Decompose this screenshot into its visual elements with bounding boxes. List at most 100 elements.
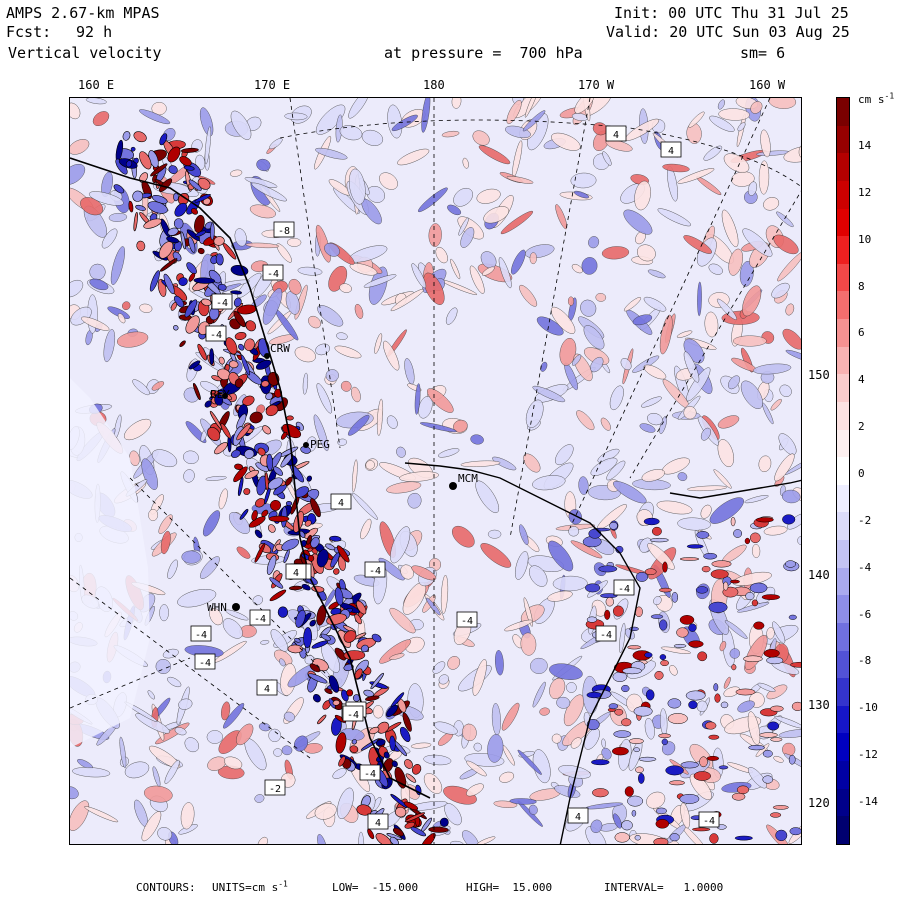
- valid-time: Valid: 20 UTC Sun 03 Aug 25: [606, 23, 850, 41]
- contour-label-box: -4: [262, 264, 284, 281]
- colorbar-segment: [837, 705, 849, 734]
- coastline-west: [70, 157, 431, 799]
- contour-label-box: -4: [211, 293, 233, 310]
- colorbar-segment: [837, 319, 849, 348]
- station-peg: PEG: [310, 438, 330, 451]
- colorbar-segment: [837, 291, 849, 320]
- meridian-170w: [509, 98, 591, 539]
- colorbar-segment: [837, 650, 849, 679]
- lon-label-160e: 160 E: [78, 78, 115, 92]
- colorbar-segment: [837, 484, 849, 513]
- forecast-hour: 92 h: [76, 23, 113, 41]
- colorbar-segment: [837, 374, 849, 403]
- contour-label-box: -4: [359, 764, 381, 781]
- lon-label-160w: 160 W: [749, 78, 786, 92]
- colorbar-tick-label: 0: [858, 467, 865, 480]
- shaded-contours: [70, 98, 801, 844]
- colorbar-segment: [837, 540, 849, 569]
- contour-label-box: 4: [256, 679, 278, 696]
- vertical-velocity-map: MCM CRW BEY PEG WHN 4 4 -8 -4 -4 -4 4 4 -4 -4 -4 4 -…: [69, 97, 802, 845]
- svg-text:-2: -2: [269, 784, 281, 795]
- colorbar-segment: [837, 98, 849, 127]
- contour-label-box: -4: [456, 611, 478, 628]
- footer-low: LOW= -15.000: [332, 881, 419, 894]
- lon-label-170e: 170 E: [254, 78, 291, 92]
- svg-text:4: 4: [613, 130, 619, 141]
- colorbar-segment: [837, 733, 849, 762]
- forecast-label: Fcst:: [6, 23, 52, 41]
- colorbar-tick-label: 10: [858, 232, 872, 246]
- station-bey: BEY: [210, 388, 230, 401]
- colorbar-segment: [837, 595, 849, 624]
- colorbar-segment: [837, 816, 849, 845]
- svg-text:-4: -4: [600, 630, 612, 641]
- contour-label-box: 4: [367, 813, 389, 830]
- colorbar-segment: [837, 761, 849, 790]
- svg-text:4: 4: [668, 146, 674, 157]
- contour-label-box: -8: [273, 221, 295, 238]
- contour-label-box: -4: [249, 609, 271, 626]
- svg-text:-4: -4: [199, 658, 211, 669]
- init-time: Init: 00 UTC Thu 31 Jul 25: [614, 4, 849, 22]
- colorbar-tick-label: -10: [858, 701, 878, 715]
- colorbar-tick-label: -12: [858, 748, 878, 762]
- colorbar-segment: [837, 236, 849, 265]
- footer-high: HIGH= 15.000: [466, 881, 553, 894]
- colorbar-tick-label: 6: [858, 326, 865, 340]
- colorbar-tick-label: -14: [858, 795, 878, 808]
- contour-label-box: -4: [364, 561, 386, 578]
- coastline-ross-ice-front: [404, 462, 641, 844]
- colorbar: [836, 97, 850, 845]
- meridian-150e: [70, 577, 311, 759]
- colorbar-units: cm s-1: [858, 91, 895, 106]
- svg-text:-4: -4: [703, 816, 715, 827]
- contour-label-box: 4: [285, 563, 307, 580]
- footer-units: UNITS=cm s-1: [212, 879, 288, 894]
- pressure-level: at pressure = 700 hPa: [384, 44, 583, 62]
- svg-text:4: 4: [375, 818, 381, 829]
- contour-label-box: -4: [595, 625, 617, 642]
- colorbar-tick-label: 14: [858, 139, 872, 152]
- svg-text:-4: -4: [216, 298, 228, 309]
- colorbar-tick-label: 4: [858, 373, 865, 387]
- colorbar-tick-label: -2: [858, 513, 872, 527]
- svg-text:4: 4: [293, 568, 299, 579]
- contour-label-box: 4: [330, 493, 352, 510]
- station-mcm: MCM: [458, 472, 478, 485]
- coastline-east: [669, 479, 801, 499]
- svg-text:-4: -4: [195, 630, 207, 641]
- colorbar-segment: [837, 622, 849, 652]
- footer-contours: CONTOURS:: [136, 881, 196, 894]
- station-whn: WHN: [207, 601, 227, 614]
- station-crw: CRW: [270, 342, 290, 355]
- colorbar-segment: [837, 153, 849, 182]
- svg-text:4: 4: [575, 812, 581, 823]
- colorbar-segment: [837, 401, 849, 431]
- contour-label-box: -4: [205, 325, 227, 342]
- smoothing: sm= 6: [740, 44, 786, 62]
- lon-label-170w: 170 W: [578, 78, 615, 92]
- colorbar-segment: [837, 263, 849, 292]
- colorbar-tick-label: 2: [858, 420, 865, 434]
- svg-text:-4: -4: [364, 769, 376, 780]
- parallel-top: [279, 119, 801, 188]
- unplotted-region: [70, 378, 150, 748]
- colorbar-segment: [837, 429, 849, 458]
- map-canvas: MCM CRW BEY PEG WHN 4 4 -8 -4 -4 -4 4 4 -4 -4 -4 4 -…: [70, 98, 801, 844]
- contour-value-labels: 44-8-4-4-444-4-4-44-4-4-4-4-4-444-44-2-4…: [190, 125, 720, 830]
- contour-label-box: 4: [605, 125, 627, 142]
- colorbar-tick-label: 12: [858, 185, 872, 199]
- colorbar-segment: [837, 346, 849, 375]
- contour-label-box: -4: [342, 705, 364, 722]
- colorbar-tick-label: -6: [858, 607, 872, 621]
- svg-text:-4: -4: [347, 710, 359, 721]
- colorbar-segment: [837, 180, 849, 209]
- colorbar-segment: [837, 457, 849, 486]
- model-title: AMPS 2.67-km MPAS: [6, 4, 160, 22]
- contour-label-box: -2: [264, 779, 286, 796]
- field-name: Vertical velocity: [8, 44, 162, 62]
- contour-label-box: -4: [194, 653, 216, 670]
- meridian-150w: [629, 190, 801, 479]
- colorbar-segment: [837, 208, 849, 237]
- contour-label-box: 4: [660, 141, 682, 158]
